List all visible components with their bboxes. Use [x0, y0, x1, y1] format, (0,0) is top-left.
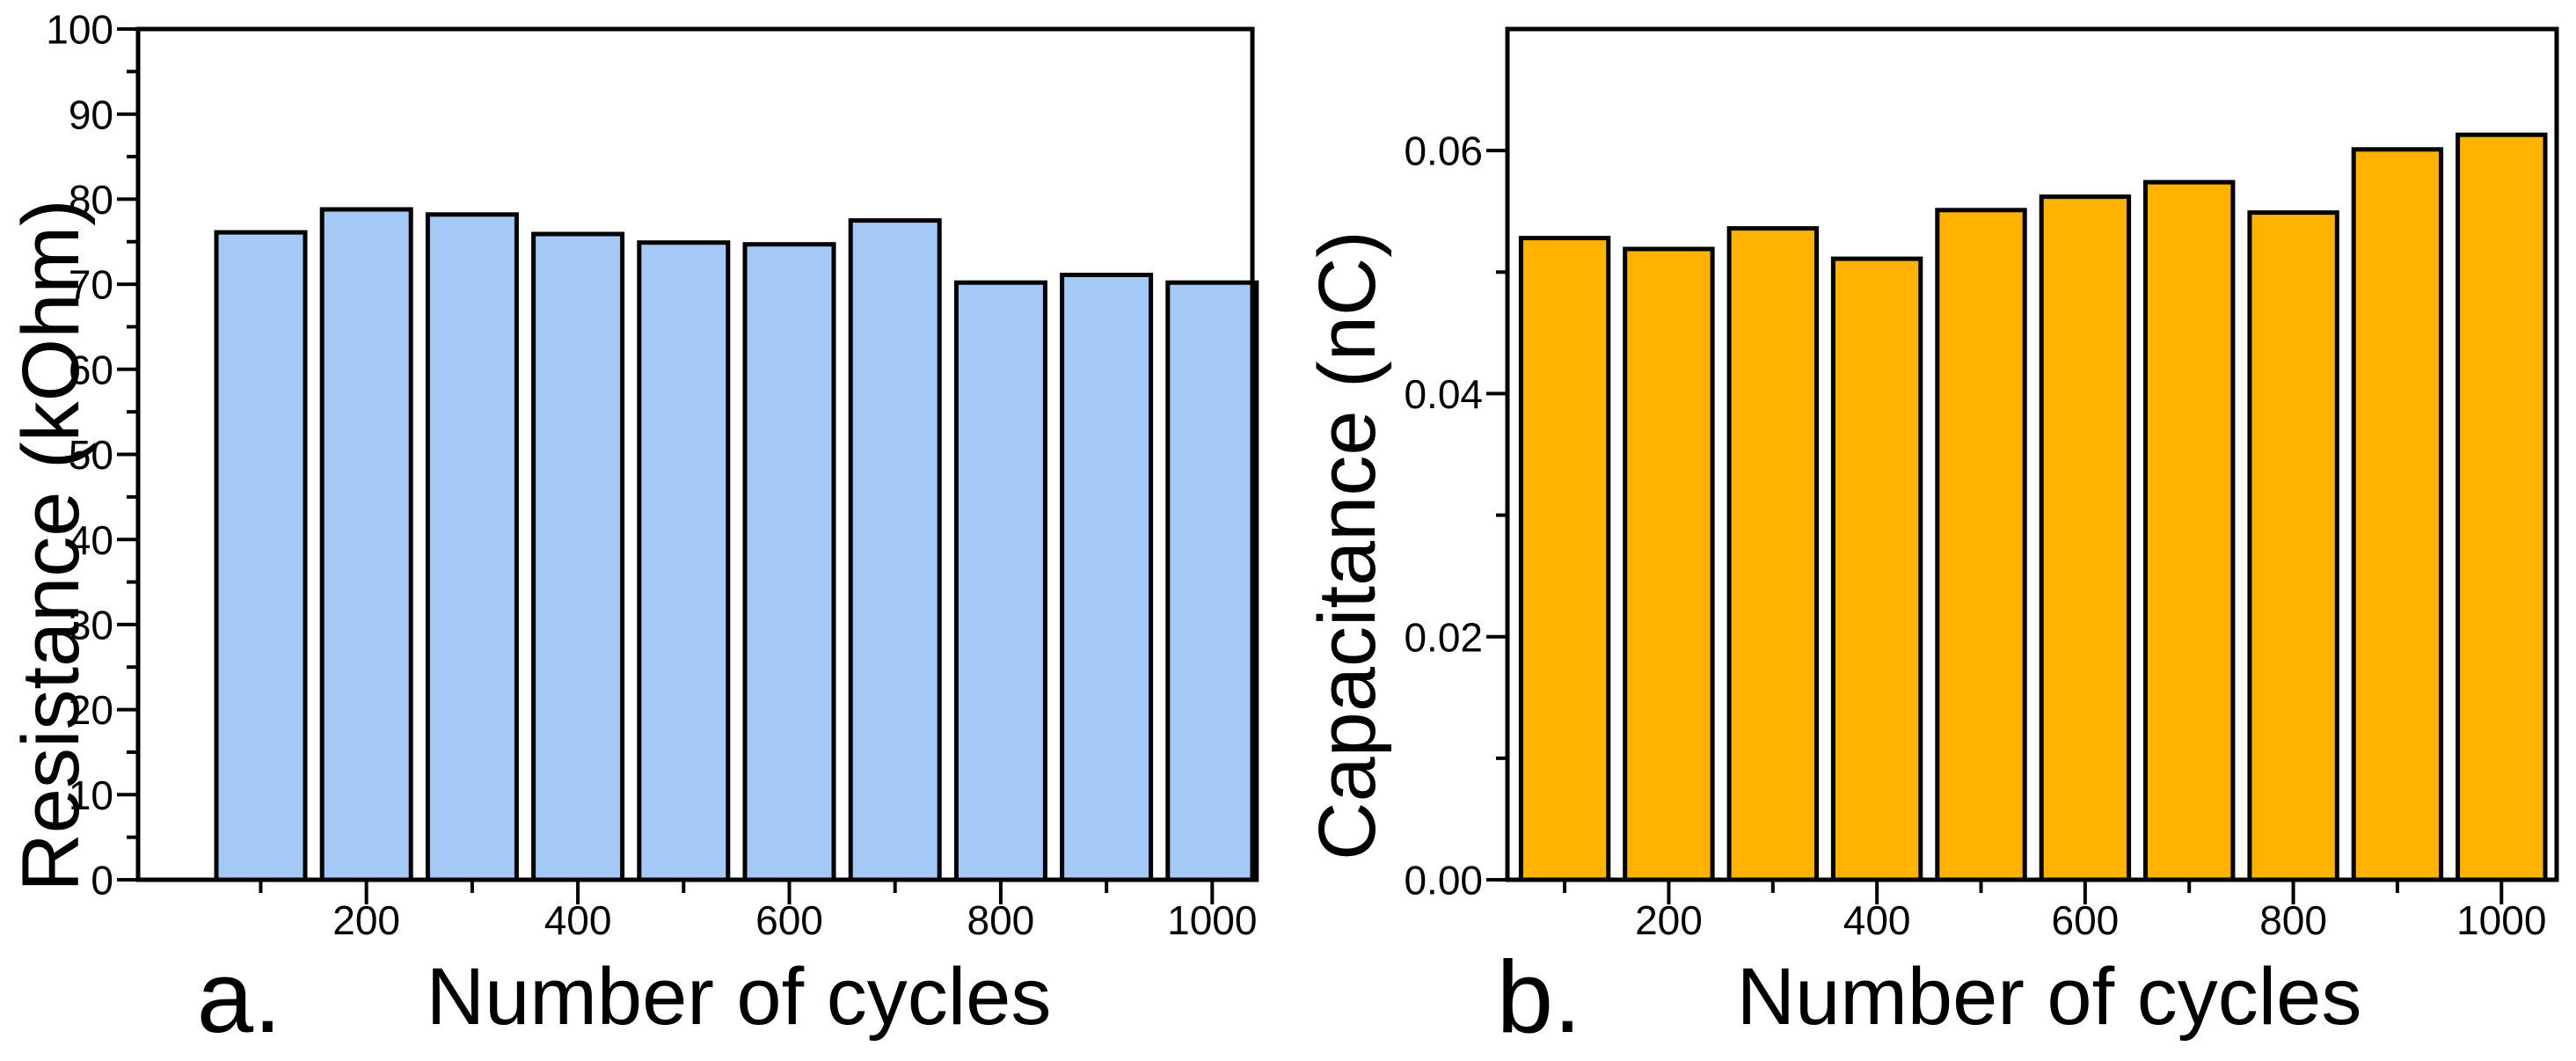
bar-b-400 [1830, 256, 1923, 882]
x-tick-label-a: 600 [755, 897, 823, 943]
bar-a-700 [848, 218, 942, 882]
bar-b-1000 [2456, 132, 2548, 882]
bar-a-500 [637, 240, 731, 882]
x-tick-label-a: 200 [332, 897, 400, 943]
x-axis-title-b: Number of cycles [1736, 952, 2362, 1042]
y-tick-label-a: 60 [69, 347, 113, 392]
bar-a-600 [742, 242, 836, 882]
bar-a-800 [953, 280, 1047, 882]
bar-a-1000 [1165, 280, 1259, 882]
bar-b-200 [1623, 246, 1715, 882]
x-tick-label-a: 400 [544, 897, 612, 943]
chart-b: 0.00 0.02 0.04 0.06 200 400 600 800 1000 [1404, 26, 2559, 943]
y-tick-label-b: 0.00 [1404, 858, 1483, 904]
bar-b-300 [1726, 226, 1819, 882]
y-tick-label-a: 20 [69, 687, 113, 733]
x-tick-label-b: 200 [1635, 897, 1703, 943]
y-tick-label-a: 0 [91, 858, 113, 904]
y-axis-title-resistance: Resistance (kOhm) [6, 199, 96, 892]
y-tick-label-b: 0.06 [1404, 128, 1483, 174]
x-tick-label-a: 1000 [1167, 897, 1257, 943]
x-tick-label-b: 1000 [2456, 897, 2546, 943]
y-tick-label-a: 40 [69, 517, 113, 563]
chart-a: 0 10 20 30 40 50 60 70 80 90 100 200 400 600 800 1000 [46, 7, 1259, 943]
bar-a-900 [1060, 273, 1154, 882]
bar-a-300 [425, 212, 519, 882]
bar-a-400 [531, 231, 625, 882]
y-tick-label-a: 80 [69, 177, 113, 223]
y-tick-label-a: 70 [69, 262, 113, 308]
y-tick-label-a: 50 [69, 432, 113, 478]
bar-b-500 [1935, 208, 2027, 882]
y-tick-label-a: 100 [46, 7, 113, 53]
y-tick-label-a: 10 [69, 772, 113, 818]
bar-b-900 [2351, 147, 2444, 882]
x-tick-label-b: 600 [2051, 897, 2119, 943]
bar-b-800 [2247, 210, 2339, 882]
bar-a-200 [319, 207, 413, 882]
x-tick-label-a: 800 [967, 897, 1035, 943]
plot-box-b [1505, 26, 2559, 882]
x-axis-title-a: Number of cycles [426, 952, 1052, 1042]
bar-b-600 [2039, 194, 2132, 882]
x-tick-label-b: 400 [1843, 897, 1911, 943]
bar-b-700 [2143, 179, 2236, 882]
x-tick-label-b: 800 [2259, 897, 2327, 943]
panel-letter-a: a. [196, 940, 282, 1054]
bar-a-100 [214, 230, 308, 882]
y-tick-label-a: 90 [69, 91, 113, 137]
y-tick-label-a: 30 [69, 602, 113, 648]
y-tick-label-b: 0.02 [1404, 614, 1483, 660]
y-tick-label-b: 0.04 [1404, 371, 1483, 417]
panel-letter-b: b. [1496, 940, 1582, 1054]
bar-b-100 [1518, 236, 1611, 882]
y-axis-title-capacitance: Capacitance (nC) [1303, 230, 1392, 860]
